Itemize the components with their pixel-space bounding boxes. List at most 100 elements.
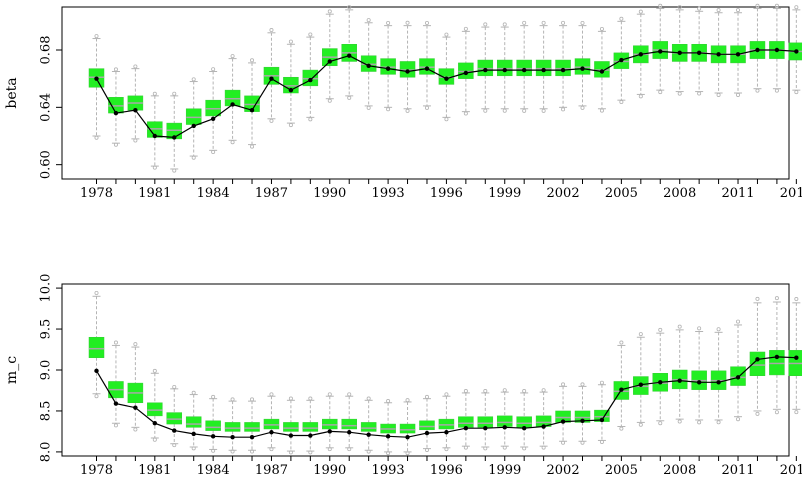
estimate-point — [191, 431, 196, 437]
outlier-point — [386, 107, 391, 112]
box-1988 — [283, 396, 299, 455]
outlier-point — [794, 410, 799, 415]
plot-frame — [61, 6, 790, 180]
outlier-point — [211, 67, 216, 72]
outlier-point — [736, 8, 741, 13]
outlier-point — [308, 450, 313, 455]
box-1984 — [205, 67, 221, 155]
estimate-point — [230, 102, 235, 107]
outlier-point — [561, 107, 566, 112]
iqr-box — [477, 416, 494, 428]
outlier-point — [152, 437, 157, 442]
outlier-point — [308, 117, 313, 122]
box-2000 — [516, 20, 532, 113]
estimate-point — [483, 425, 488, 431]
box-1990 — [322, 9, 338, 103]
outlier-point — [522, 389, 527, 394]
box-1978 — [88, 291, 105, 399]
outlier-point — [483, 108, 488, 113]
iqr-box — [458, 416, 474, 428]
estimate-point — [716, 52, 721, 57]
iqr-box — [185, 416, 202, 428]
outlier-point — [366, 18, 371, 23]
outlier-point — [366, 105, 371, 110]
box-1991 — [341, 392, 357, 452]
x-tick-label: 1999 — [488, 463, 521, 478]
outlier-point — [191, 77, 196, 82]
estimate-point — [424, 66, 430, 71]
box-2006 — [633, 332, 649, 427]
outlier-point — [211, 448, 216, 453]
box-2000 — [516, 389, 532, 451]
estimate-point — [696, 380, 702, 385]
outlier-point — [113, 142, 118, 147]
estimate-point — [288, 433, 294, 438]
estimate-point — [580, 66, 585, 71]
outlier-point — [794, 5, 799, 10]
box-1982 — [166, 384, 183, 448]
estimate-point — [560, 419, 566, 424]
outlier-point — [541, 388, 546, 393]
outlier-point — [736, 417, 741, 422]
estimate-point — [172, 428, 177, 433]
estimate-point — [308, 77, 313, 83]
outlier-point — [736, 92, 741, 97]
iqr-box — [88, 336, 105, 358]
outlier-point — [716, 420, 721, 425]
estimate-point — [677, 50, 682, 56]
estimate-point — [249, 108, 255, 113]
estimate-point — [249, 434, 255, 440]
outlier-point — [716, 92, 721, 97]
estimate-point — [696, 50, 702, 56]
box-2012 — [749, 296, 766, 416]
outlier-point — [658, 327, 663, 332]
outlier-point — [94, 34, 99, 39]
estimate-point — [541, 424, 546, 429]
box-1993 — [380, 399, 396, 456]
box-1995 — [419, 394, 435, 452]
outlier-point — [94, 394, 99, 399]
outlier-point — [580, 20, 585, 25]
box-2007 — [652, 3, 669, 95]
outlier-point — [463, 389, 468, 394]
estimate-point — [152, 421, 158, 426]
iqr-box — [147, 402, 163, 417]
estimate-point — [172, 135, 177, 140]
box-1985 — [224, 397, 241, 454]
outlier-point — [599, 26, 604, 31]
y-tick-label: 9.5 — [39, 319, 54, 340]
estimate-point — [619, 387, 624, 392]
iqr-box — [399, 423, 416, 434]
box-1999 — [496, 388, 513, 450]
estimate-point — [94, 368, 99, 374]
outlier-point — [113, 67, 118, 72]
outlier-point — [444, 447, 449, 452]
estimate-point — [191, 123, 196, 129]
estimate-point — [502, 425, 507, 430]
outlier-point — [172, 443, 177, 448]
outlier-point — [269, 28, 274, 33]
estimate-point — [366, 432, 371, 437]
iqr-box — [302, 422, 319, 432]
box-1986 — [244, 58, 260, 149]
y-axis-title: m_c — [4, 356, 20, 384]
outlier-point — [230, 449, 235, 454]
estimate-point — [327, 59, 332, 64]
iqr-box — [749, 351, 766, 376]
outlier-point — [599, 439, 604, 444]
box-1981 — [147, 368, 163, 442]
x-tick-label: 1987 — [255, 186, 288, 201]
estimate-point — [230, 434, 235, 440]
estimate-point — [599, 69, 605, 74]
outlier-point — [677, 5, 682, 10]
estimate-point — [385, 434, 391, 439]
outlier-point — [794, 297, 799, 302]
box-1988 — [283, 39, 299, 128]
box-1979 — [108, 67, 124, 147]
box-1979 — [108, 340, 124, 428]
outlier-point — [152, 368, 157, 373]
outlier-point — [619, 16, 624, 21]
outlier-point — [774, 296, 779, 301]
outlier-point — [483, 389, 488, 394]
x-tick-label: 1984 — [197, 463, 230, 478]
